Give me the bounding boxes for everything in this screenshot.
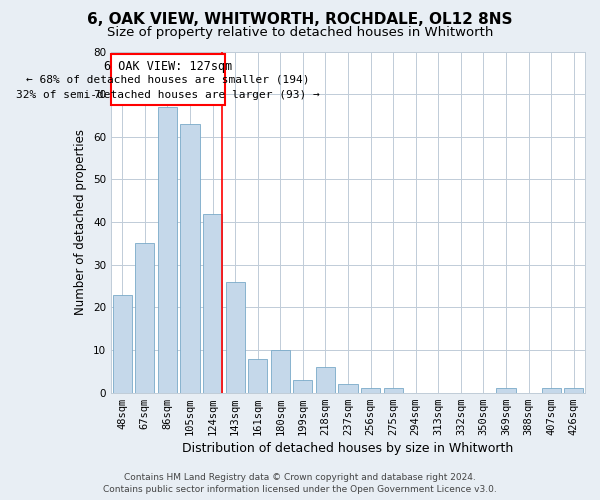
Bar xyxy=(226,282,245,393)
Text: 6, OAK VIEW, WHITWORTH, ROCHDALE, OL12 8NS: 6, OAK VIEW, WHITWORTH, ROCHDALE, OL12 8… xyxy=(87,12,513,28)
Bar xyxy=(113,294,132,392)
Text: Contains HM Land Registry data © Crown copyright and database right 2024.
Contai: Contains HM Land Registry data © Crown c… xyxy=(103,472,497,494)
Bar xyxy=(135,244,154,392)
Bar xyxy=(316,367,335,392)
Text: ← 68% of detached houses are smaller (194): ← 68% of detached houses are smaller (19… xyxy=(26,75,310,85)
Text: 32% of semi-detached houses are larger (93) →: 32% of semi-detached houses are larger (… xyxy=(16,90,320,100)
Y-axis label: Number of detached properties: Number of detached properties xyxy=(74,129,88,315)
Bar xyxy=(271,350,290,393)
Bar xyxy=(564,388,583,392)
Bar xyxy=(111,54,225,105)
X-axis label: Distribution of detached houses by size in Whitworth: Distribution of detached houses by size … xyxy=(182,442,514,455)
Bar xyxy=(542,388,561,392)
Bar xyxy=(361,388,380,392)
Bar xyxy=(158,107,177,393)
Bar xyxy=(248,358,267,392)
Bar xyxy=(293,380,313,392)
Bar xyxy=(338,384,358,392)
Bar xyxy=(496,388,515,392)
Text: Size of property relative to detached houses in Whitworth: Size of property relative to detached ho… xyxy=(107,26,493,39)
Bar xyxy=(181,124,200,392)
Text: 6 OAK VIEW: 127sqm: 6 OAK VIEW: 127sqm xyxy=(104,60,232,73)
Bar xyxy=(383,388,403,392)
Bar xyxy=(203,214,222,392)
